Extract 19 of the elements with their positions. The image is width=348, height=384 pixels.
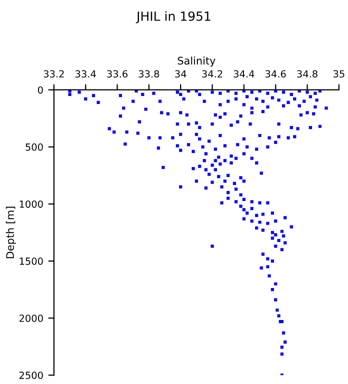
y-tick-label: 500 <box>26 143 43 151</box>
x-tick-label: 34.8 <box>297 70 318 78</box>
y-axis-title: Depth [m] <box>6 206 16 258</box>
y-tick-label: 2000 <box>19 314 43 322</box>
x-axis-title: Salinity <box>178 56 216 67</box>
chart-title: JHIL in 1951 <box>136 11 210 24</box>
x-tick-label: 33.4 <box>76 70 96 78</box>
x-tick-label: 35 <box>334 70 344 78</box>
x-tick-label: 33.6 <box>107 70 128 78</box>
x-tick-label: 33.8 <box>138 70 160 78</box>
y-tick-label: 0 <box>38 86 43 94</box>
x-tick-label: 34 <box>175 70 186 78</box>
x-tick-label: 34.2 <box>202 70 222 78</box>
y-tick-label: 1500 <box>20 258 43 265</box>
y-tick-label: 2500 <box>19 372 43 379</box>
x-tick-label: 33.2 <box>44 70 64 78</box>
y-tick-label: 1000 <box>20 200 43 208</box>
x-tick-label: 34.4 <box>234 70 254 78</box>
x-tick-label: 34.6 <box>266 70 286 78</box>
